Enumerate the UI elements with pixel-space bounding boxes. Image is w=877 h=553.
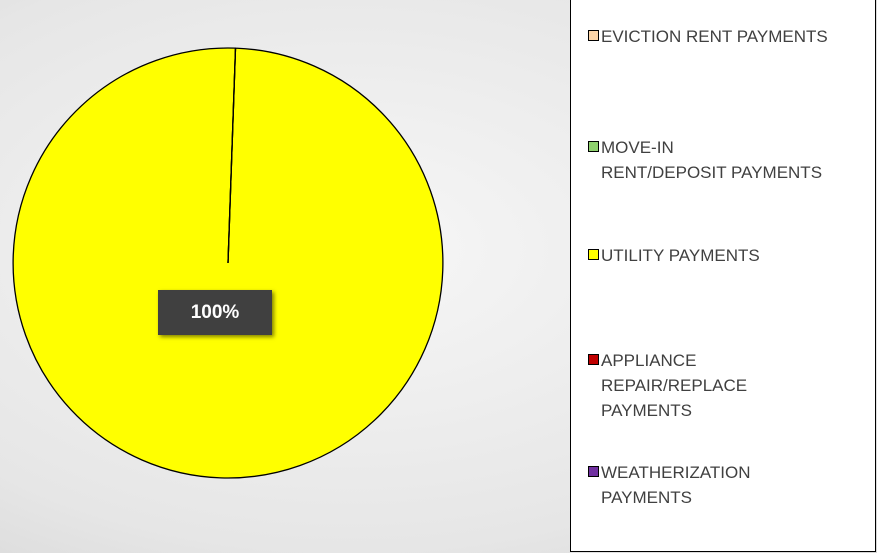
legend-swatch <box>588 141 599 152</box>
legend-item: EVICTION RENT PAYMENTS <box>581 24 871 49</box>
legend-label: UTILITY PAYMENTS <box>601 246 760 265</box>
legend-item: MOVE-IN RENT/DEPOSIT PAYMENTS <box>581 135 871 185</box>
legend-swatch <box>588 249 599 260</box>
legend-swatch <box>588 354 599 365</box>
legend-swatch <box>588 30 599 41</box>
legend-label: MOVE-IN RENT/DEPOSIT PAYMENTS <box>601 138 823 182</box>
data-label: 100% <box>158 290 272 335</box>
legend-label: APPLIANCE REPAIR/REPLACE PAYMENTS <box>601 351 748 420</box>
legend-item: WEATHERIZATION PAYMENTS <box>581 460 871 510</box>
legend-item: APPLIANCE REPAIR/REPLACE PAYMENTS <box>581 348 871 423</box>
pie-area <box>12 47 444 479</box>
legend-label: WEATHERIZATION PAYMENTS <box>601 463 751 507</box>
pie-slice <box>227 48 237 264</box>
legend-item: UTILITY PAYMENTS <box>581 243 871 268</box>
legend-label: EVICTION RENT PAYMENTS <box>601 27 828 46</box>
legend: EVICTION RENT PAYMENTS MOVE-IN RENT/DEPOS… <box>570 0 876 552</box>
legend-swatch <box>588 466 599 477</box>
